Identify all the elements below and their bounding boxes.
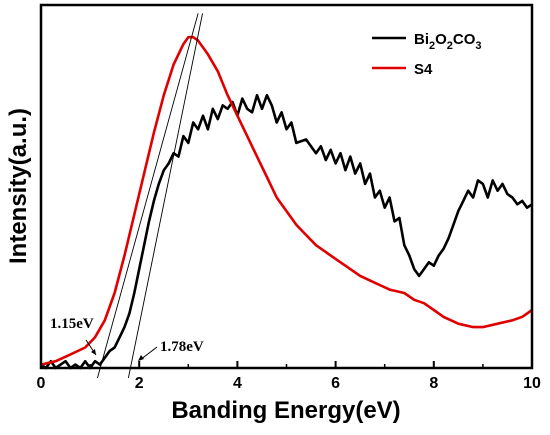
annotation-arrowhead-1-15ev (91, 349, 96, 355)
tick-layer: 0 2 4 6 8 10 (37, 361, 541, 392)
series-line-bi2o2co3 (40, 93, 533, 370)
x-tick-label: 8 (429, 375, 438, 392)
annotation-label-1-15ev: 1.15eV (50, 316, 94, 332)
tangent-line-1 (97, 13, 199, 379)
annotations: 1.15eV 1.78eV (50, 316, 204, 361)
series-line-s4 (40, 35, 533, 366)
x-axis-title: Banding Energy(eV) (171, 397, 400, 424)
annotation-label-1-78ev: 1.78eV (160, 339, 204, 355)
legend: Bi2O2CO3 S4 (372, 31, 482, 78)
x-tick-label: 2 (135, 375, 144, 392)
y-axis-title: Intensity(a.u.) (5, 108, 32, 264)
annotation-arrowhead-1-78ev (138, 355, 144, 361)
x-tick-label: 0 (37, 375, 46, 392)
legend-label-s4: S4 (414, 61, 433, 78)
series-layer (40, 35, 533, 370)
tangent-layer (97, 13, 203, 379)
x-tick-label: 4 (233, 375, 242, 392)
legend-label-bi2o2co3: Bi2O2CO3 (414, 31, 482, 52)
tangent-line-2 (127, 13, 203, 379)
x-tick-label: 6 (331, 375, 340, 392)
x-tick-label: 10 (523, 375, 541, 392)
plot-frame (39, 3, 534, 370)
